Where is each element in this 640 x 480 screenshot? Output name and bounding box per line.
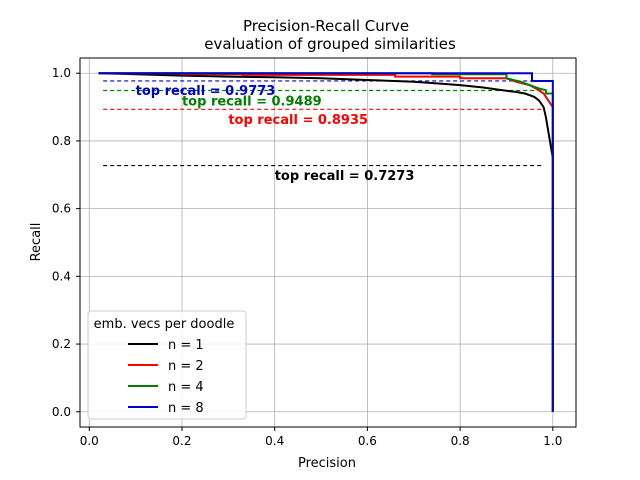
series-line-1 bbox=[98, 72, 554, 412]
x-tick-label-4: 0.8 bbox=[451, 434, 470, 448]
plot-frame bbox=[79, 57, 577, 428]
axis-ticks: 0.0 0.2 0.4 0.6 0.8 1.0 0.0 0.2 0.4 0.6 0.8 1.0 bbox=[52, 66, 562, 448]
y-tick-label-4: 0.8 bbox=[52, 134, 71, 148]
y-tick-label-3: 0.6 bbox=[52, 202, 71, 216]
x-tick-label-2: 0.4 bbox=[265, 434, 284, 448]
y-tick-label-1: 0.2 bbox=[52, 337, 71, 351]
legend-label-2: n = 2 bbox=[168, 359, 204, 374]
x-tick-label-1: 0.2 bbox=[172, 434, 191, 448]
x-tick-label-3: 0.6 bbox=[358, 434, 377, 448]
y-tick-label-0: 0.0 bbox=[52, 405, 71, 419]
x-tick-label-0: 0.0 bbox=[80, 434, 99, 448]
annotation-0: top recall = 0.9773 bbox=[136, 84, 276, 99]
annotation-1: top recall = 0.9489 bbox=[182, 94, 322, 109]
chart-title: Precision-Recall Curve bbox=[243, 17, 409, 35]
y-tick-label-2: 0.4 bbox=[52, 269, 71, 283]
x-tick-label-5: 1.0 bbox=[543, 434, 562, 448]
series-line-4 bbox=[98, 72, 554, 412]
chart-subtitle: evaluation of grouped similarities bbox=[204, 35, 456, 53]
chart-title-group: Precision-Recall Curve evaluation of gro… bbox=[204, 17, 456, 53]
y-axis-label: Recall bbox=[29, 223, 44, 262]
plot-area bbox=[98, 72, 554, 412]
legend-label-1: n = 1 bbox=[168, 338, 204, 353]
annotation-3: top recall = 0.7273 bbox=[275, 169, 415, 184]
legend-label-4: n = 8 bbox=[168, 401, 204, 416]
legend: emb. vecs per doodle n = 1 n = 2 n = 4 n = 8 bbox=[87, 310, 247, 420]
x-axis-label: Precision bbox=[298, 456, 356, 471]
annotation-2: top recall = 0.8935 bbox=[228, 113, 368, 128]
y-tick-label-5: 1.0 bbox=[52, 66, 71, 80]
reference-lines bbox=[103, 80, 544, 167]
legend-title: emb. vecs per doodle bbox=[94, 317, 235, 332]
legend-box bbox=[87, 310, 247, 420]
legend-label-3: n = 4 bbox=[168, 380, 204, 395]
